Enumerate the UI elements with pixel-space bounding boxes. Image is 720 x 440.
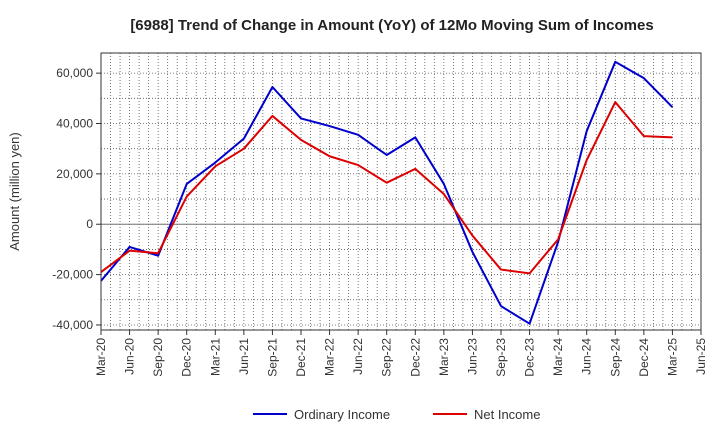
y-tick-label: 0 — [86, 217, 93, 231]
y-axis: 60,000 40,000 20,000 0 -20,000 -40,000 — [52, 66, 101, 332]
x-tick-label: Mar-25 — [665, 338, 679, 376]
x-tick-label: Mar-24 — [551, 338, 565, 376]
x-tick-label: Dec-22 — [408, 338, 422, 377]
x-tick-label: Sep-22 — [380, 338, 394, 377]
x-tick-label: Jun-20 — [123, 338, 137, 375]
x-tick-label: Mar-20 — [94, 338, 108, 376]
chart-title: [6988] Trend of Change in Amount (YoY) o… — [130, 17, 653, 34]
x-tick-label: Dec-21 — [294, 338, 308, 377]
x-tick-label: Sep-20 — [151, 338, 165, 377]
legend-label-2: Net Income — [474, 407, 540, 422]
series-line-2 — [100, 101, 673, 275]
plot-area — [101, 53, 701, 330]
x-axis: Mar-20 Jun-20 Sep-20 Dec-20 Mar-21 Jun-21 Sep-… — [94, 330, 708, 377]
y-tick-label: 40,000 — [56, 117, 93, 131]
x-tick-label: Mar-22 — [323, 338, 337, 376]
x-tick-label: Jun-24 — [580, 338, 594, 375]
x-tick-label: Jun-22 — [351, 338, 365, 375]
series-layer — [100, 60, 674, 325]
x-tick-label: Jun-23 — [465, 338, 479, 375]
y-axis-title: Amount (million yen) — [7, 132, 22, 251]
y-tick-label: 60,000 — [56, 66, 93, 80]
x-tick-label: Dec-20 — [180, 338, 194, 377]
x-tick-label: Sep-23 — [494, 338, 508, 377]
plot-frame — [100, 52, 702, 331]
y-tick-label: -20,000 — [52, 268, 93, 282]
legend: Ordinary Income Net Income — [253, 407, 540, 422]
series-line-1 — [100, 60, 674, 325]
grid-lines — [101, 53, 701, 330]
y-tick-label: 20,000 — [56, 167, 93, 181]
x-tick-label: Jun-25 — [694, 338, 708, 375]
x-tick-label: Dec-24 — [637, 338, 651, 377]
x-tick-label: Jun-21 — [237, 338, 251, 375]
x-tick-label: Mar-21 — [208, 338, 222, 376]
legend-label-1: Ordinary Income — [294, 407, 390, 422]
x-tick-label: Sep-21 — [265, 338, 279, 377]
x-tick-label: Mar-23 — [437, 338, 451, 376]
x-tick-label: Dec-23 — [523, 338, 537, 377]
y-tick-label: -40,000 — [52, 318, 93, 332]
x-tick-label: Sep-24 — [608, 338, 622, 377]
